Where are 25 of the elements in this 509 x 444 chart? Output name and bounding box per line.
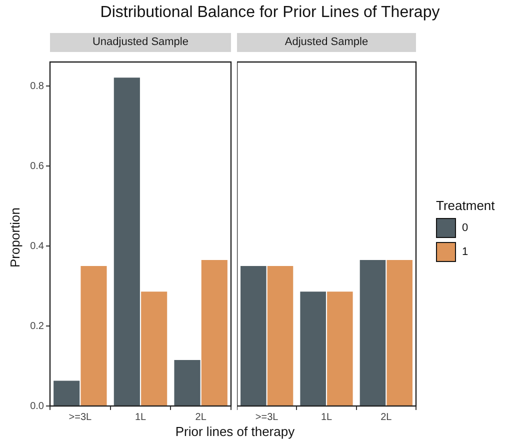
legend-label: 0 (462, 222, 468, 234)
y-tick-label: 0.4 (30, 240, 44, 252)
text: Distributional Balance for Prior Lines of Therapy (99, 4, 441, 22)
x-axis-title: Prior lines of therapy (174, 424, 296, 439)
bar (80, 266, 107, 406)
bar (141, 292, 168, 406)
chart-subtitle: Unadjusted Sample (50, 33, 231, 52)
chart-subtitle: Adjusted Sample (237, 33, 416, 52)
y-tick-label: 0.6 (30, 160, 44, 172)
bar (201, 260, 228, 406)
x-tick-label: 1L (320, 412, 332, 423)
bar (54, 380, 80, 406)
y-axis-title: Proportion (8, 206, 22, 270)
y-tick-label: 0.2 (30, 320, 44, 332)
x-tick-label: >=3L (255, 412, 279, 423)
legend-title: Treatment (436, 198, 495, 213)
x-tick-label: 2L (380, 412, 392, 423)
y-tick-label: 0.8 (30, 80, 44, 92)
x-tick-label: >=3L (68, 412, 92, 423)
legend-label: 1 (462, 246, 468, 258)
y-tick-label: 0.0 (30, 400, 44, 412)
x-tick-label: 2L (195, 412, 207, 423)
bar (114, 78, 140, 406)
bar (174, 360, 200, 406)
x-tick-label: 1L (134, 412, 146, 423)
